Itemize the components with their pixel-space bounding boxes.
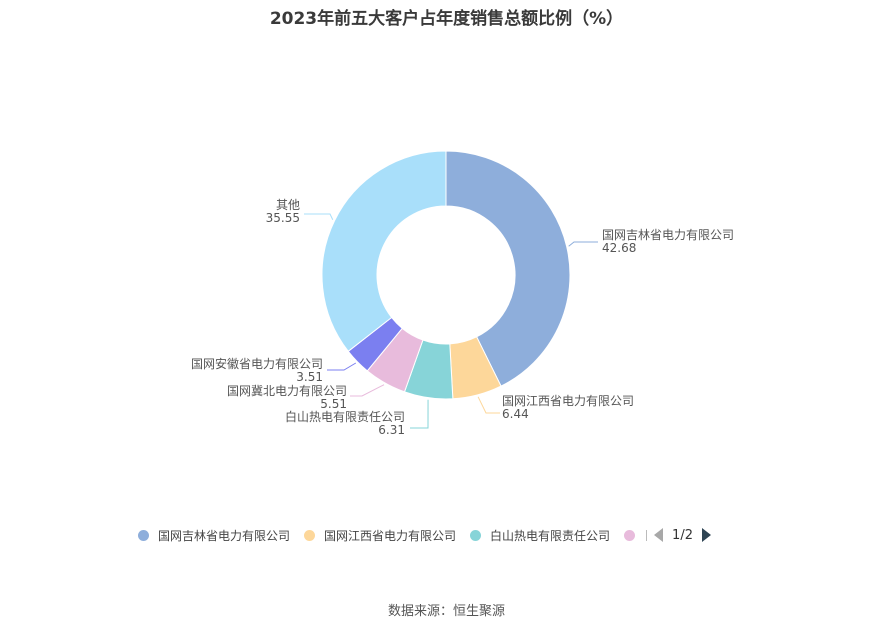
label-leader-line [410, 399, 429, 429]
legend-pager: 1/2 [654, 528, 711, 543]
legend-dot [624, 529, 636, 541]
slice-label-name: 白山热电有限责任公司 [285, 409, 405, 424]
legend-dot [138, 529, 149, 541]
slice-label-value: 3.51 [296, 370, 323, 384]
slice-label-name: 国网安徽省电力有限公司 [191, 356, 323, 371]
legend-item[interactable]: 国网吉林省电力有限公司 [138, 527, 290, 544]
legend-item-partial[interactable] [624, 529, 650, 541]
legend-dot [470, 529, 482, 541]
label-leader-line [477, 396, 500, 414]
legend-dot [304, 529, 316, 541]
source-note: 数据来源：恒生聚源 [387, 604, 505, 619]
legend-page-indicator: 1/2 [672, 527, 693, 543]
slice-label-name: 国网冀北电力有限公司 [227, 384, 347, 398]
pie-slice[interactable] [445, 150, 571, 387]
label-leader-line [304, 213, 334, 220]
slice-label-name: 国网江西省电力有限公司 [502, 394, 634, 408]
label-leader-line [327, 362, 357, 371]
slice-label-value: 5.51 [320, 397, 347, 411]
legend-label: 国网江西省电力有限公司 [324, 528, 457, 543]
legend: 国网吉林省电力有限公司 国网江西省电力有限公司 白山热电有限责任公司 1/2 [138, 524, 711, 546]
legend-item[interactable]: 国网江西省电力有限公司 [304, 527, 456, 544]
slice-label-name: 国网吉林省电力有限公司 [602, 228, 734, 242]
legend-label: 白山热电有限责任公司 [490, 528, 611, 543]
slice-label-value: 35.55 [266, 211, 300, 225]
label-leader-line [350, 384, 385, 397]
legend-prev-icon[interactable] [654, 528, 664, 542]
slice-label-value: 42.68 [602, 241, 636, 255]
slice-label-name: 其他 [276, 198, 300, 212]
slice-label-value: 6.31 [378, 423, 405, 437]
slice-label-value: 6.44 [502, 407, 529, 421]
pie-slice[interactable] [321, 150, 447, 353]
legend-next-icon[interactable] [701, 528, 711, 542]
chart-title: 2023年前五大客户占年度销售总额比例（%） [269, 9, 624, 29]
label-leader-line [568, 241, 598, 247]
legend-label: 国网吉林省电力有限公司 [158, 528, 291, 543]
legend-item[interactable]: 白山热电有限责任公司 [470, 527, 610, 544]
